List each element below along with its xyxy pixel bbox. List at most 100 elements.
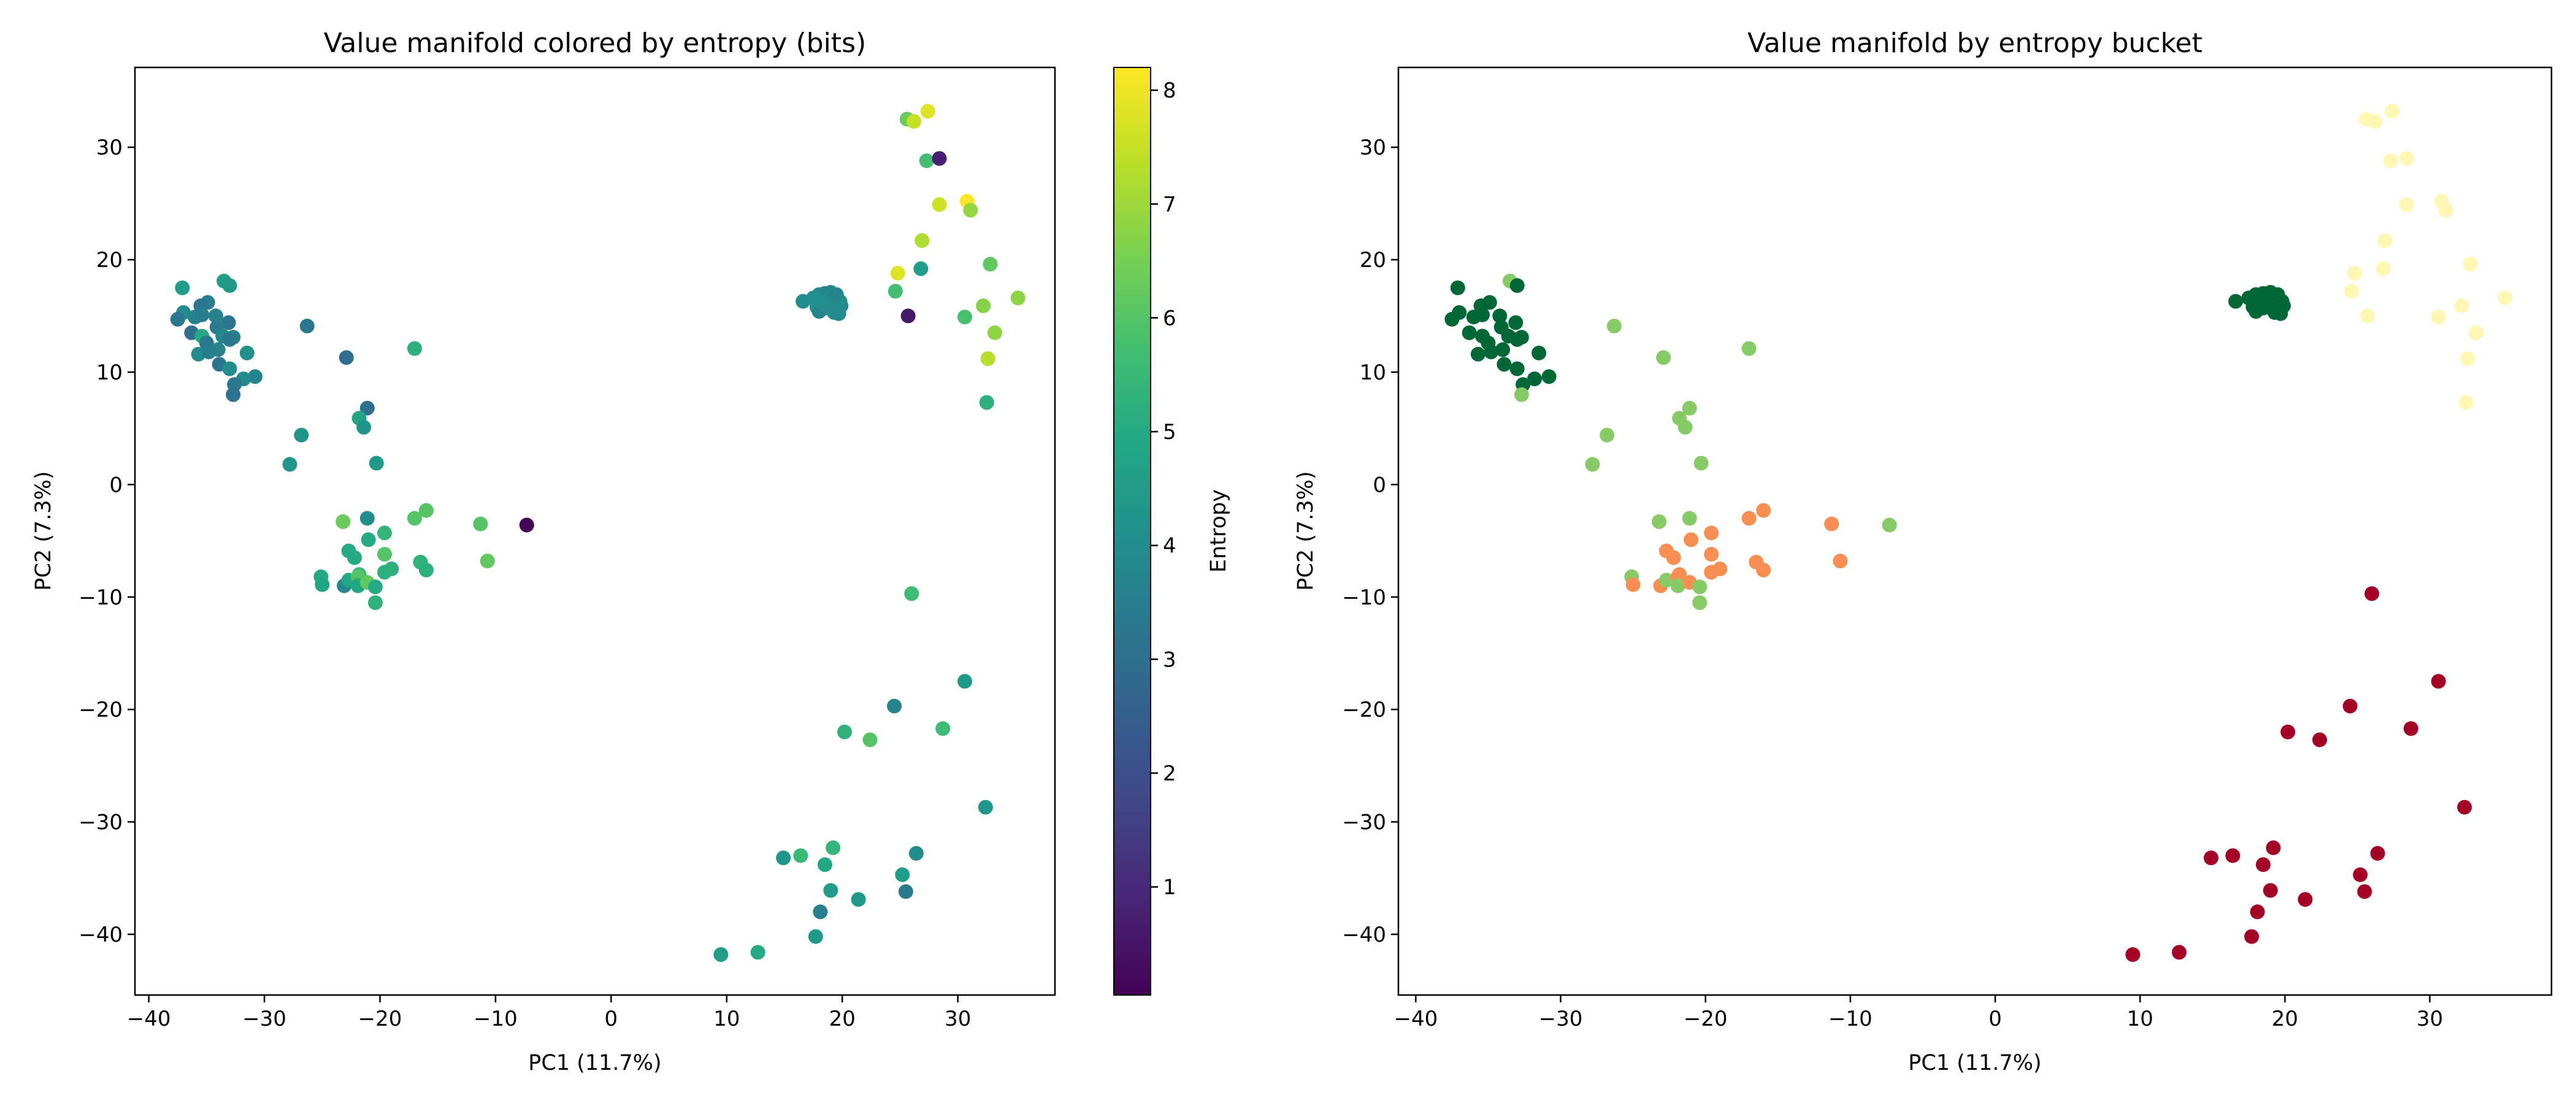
scatter-point bbox=[2383, 153, 2398, 169]
scatter-point bbox=[356, 419, 372, 435]
scatter-point bbox=[1527, 372, 1542, 386]
scatter-point bbox=[957, 674, 972, 689]
scatter-point bbox=[1495, 342, 1511, 357]
scatter-point bbox=[2399, 151, 2414, 166]
scatter-point bbox=[1670, 578, 1685, 593]
scatter-point bbox=[359, 400, 375, 416]
x-tick-label: 0 bbox=[605, 1007, 618, 1031]
scatter-point bbox=[1656, 350, 1671, 365]
y-tick-label: 10 bbox=[96, 360, 123, 385]
scatter-point bbox=[1704, 565, 1719, 580]
scatter-point bbox=[1677, 419, 1693, 435]
colorbar-ticks: 1 2 3 4 5 6 7 8 bbox=[1151, 78, 1176, 900]
scatter-point bbox=[369, 456, 384, 471]
scatter-point bbox=[407, 341, 422, 356]
scatter-point bbox=[978, 799, 993, 815]
right-y-axis-label: PC2 (7.3%) bbox=[1294, 471, 1318, 590]
colorbar-tick-label: 1 bbox=[1163, 875, 1176, 900]
colorbar-tick-label: 3 bbox=[1163, 647, 1176, 672]
scatter-point bbox=[898, 884, 913, 899]
x-tick-label: −10 bbox=[1828, 1007, 1873, 1031]
x-tick-label: 30 bbox=[945, 1007, 971, 1031]
scatter-point bbox=[473, 516, 488, 532]
scatter-point bbox=[377, 547, 392, 562]
scatter-point bbox=[851, 892, 866, 907]
scatter-point bbox=[713, 947, 729, 962]
scatter-point bbox=[1704, 525, 1719, 541]
x-tick-label: −20 bbox=[1684, 1007, 1728, 1031]
scatter-point bbox=[1625, 577, 1641, 592]
scatter-point bbox=[976, 298, 991, 313]
scatter-point bbox=[1509, 361, 1525, 376]
y-tick-label: −40 bbox=[1342, 923, 1386, 947]
scatter-point bbox=[890, 265, 905, 281]
x-tick-label: 10 bbox=[713, 1007, 740, 1031]
scatter-point bbox=[222, 332, 237, 347]
x-tick-label: 0 bbox=[1988, 1007, 2002, 1031]
scatter-point bbox=[828, 288, 843, 303]
scatter-point bbox=[1606, 318, 1622, 334]
scatter-point bbox=[294, 427, 309, 443]
scatter-point bbox=[1704, 547, 1719, 562]
scatter-point bbox=[2228, 294, 2244, 309]
scatter-point bbox=[831, 306, 846, 321]
x-tick-label: −30 bbox=[242, 1007, 286, 1031]
scatter-point bbox=[1531, 345, 1547, 360]
scatter-point bbox=[359, 511, 375, 526]
scatter-point bbox=[201, 345, 217, 359]
scatter-point bbox=[194, 307, 210, 322]
scatter-point bbox=[2360, 308, 2375, 324]
scatter-point bbox=[1693, 456, 1709, 471]
scatter-point bbox=[818, 857, 832, 872]
scatter-point bbox=[887, 284, 903, 299]
scatter-point bbox=[2497, 291, 2513, 305]
scatter-point bbox=[983, 256, 998, 272]
scatter-point bbox=[2244, 929, 2260, 944]
scatter-point bbox=[208, 308, 223, 324]
scatter-point bbox=[1741, 511, 1757, 526]
scatter-point bbox=[335, 514, 351, 529]
scatter-point bbox=[2125, 947, 2141, 962]
scatter-point bbox=[1484, 345, 1499, 359]
entropy-scatter-panel: Value manifold colored by entropy (bits)… bbox=[31, 28, 1056, 1075]
scatter-point bbox=[810, 292, 826, 308]
y-tick-label: −20 bbox=[1342, 698, 1386, 722]
scatter-point bbox=[170, 311, 185, 327]
scatter-point bbox=[226, 387, 241, 402]
left-points bbox=[170, 104, 1025, 962]
scatter-point bbox=[377, 565, 392, 580]
colorbar-tick-label: 6 bbox=[1163, 306, 1176, 330]
scatter-point bbox=[1585, 457, 1600, 472]
scatter-point bbox=[2403, 721, 2418, 736]
scatter-point bbox=[2273, 306, 2288, 321]
scatter-point bbox=[2385, 104, 2400, 119]
scatter-point bbox=[776, 850, 791, 866]
y-tick-label: −20 bbox=[79, 698, 123, 722]
scatter-point bbox=[1492, 308, 1508, 324]
scatter-point bbox=[418, 503, 434, 518]
scatter-point bbox=[361, 532, 376, 547]
x-tick-label: −10 bbox=[473, 1007, 518, 1031]
scatter-point bbox=[2298, 892, 2313, 907]
scatter-point bbox=[904, 586, 919, 601]
scatter-point bbox=[368, 579, 383, 595]
colorbar-tick-label: 7 bbox=[1163, 193, 1176, 217]
scatter-point bbox=[2376, 261, 2391, 276]
colorbar-tick-label: 2 bbox=[1163, 761, 1176, 786]
scatter-point bbox=[907, 114, 922, 129]
scatter-point bbox=[2353, 867, 2368, 882]
bucket-scatter-panel: Value manifold by entropy bucket −40 −30−… bbox=[1294, 28, 2553, 1075]
colorbar-tick-label: 4 bbox=[1163, 534, 1176, 559]
scatter-point bbox=[2463, 256, 2478, 272]
scatter-point bbox=[1444, 311, 1460, 327]
scatter-point bbox=[1666, 550, 1681, 565]
scatter-point bbox=[222, 361, 237, 376]
scatter-point bbox=[1509, 278, 1525, 293]
scatter-point bbox=[2204, 850, 2218, 866]
x-tick-label: −40 bbox=[127, 1007, 171, 1031]
scatter-point bbox=[935, 721, 951, 736]
scatter-point bbox=[1652, 514, 1667, 529]
scatter-point bbox=[1600, 427, 1615, 443]
scatter-point bbox=[1508, 315, 1524, 330]
